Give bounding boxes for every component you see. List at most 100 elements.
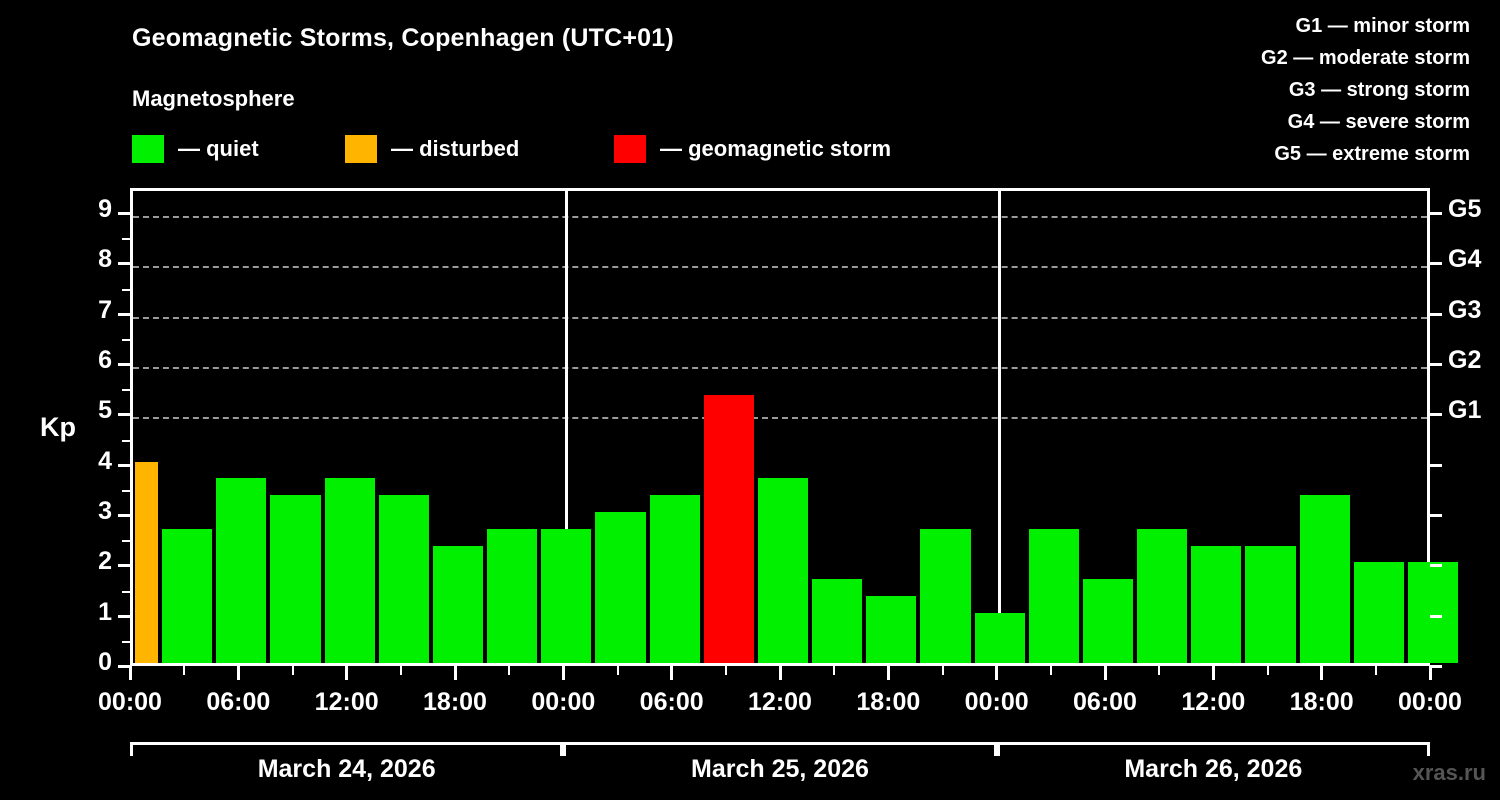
y-minor-tick bbox=[122, 439, 130, 442]
x-tick bbox=[236, 666, 240, 680]
x-minor-tick bbox=[724, 666, 727, 675]
bar[interactable] bbox=[1407, 562, 1459, 663]
bars-layer bbox=[133, 191, 1459, 663]
x-tick bbox=[345, 666, 349, 680]
x-minor-tick bbox=[508, 666, 511, 675]
y-axis-title: Kp bbox=[40, 412, 76, 442]
x-minor-tick bbox=[1049, 666, 1052, 675]
y-tick-label: 5 bbox=[98, 396, 112, 425]
bar[interactable] bbox=[757, 478, 809, 663]
y-minor-tick bbox=[122, 238, 130, 241]
day-separator bbox=[564, 191, 568, 663]
x-tick bbox=[1320, 666, 1324, 680]
bar[interactable] bbox=[378, 495, 429, 663]
bar[interactable] bbox=[595, 512, 646, 663]
x-tick bbox=[1211, 666, 1215, 680]
x-minor-tick bbox=[616, 666, 619, 675]
legend-swatch-storm bbox=[614, 135, 646, 163]
y-tick bbox=[118, 564, 130, 568]
g-tick-label: G1 bbox=[1448, 396, 1482, 425]
bar[interactable] bbox=[432, 545, 484, 663]
g-minor-tick bbox=[1430, 463, 1442, 467]
y-tick bbox=[118, 665, 130, 668]
x-tick-label: 06:00 bbox=[1073, 688, 1137, 716]
bar[interactable] bbox=[1028, 528, 1079, 663]
bar[interactable] bbox=[974, 612, 1025, 663]
x-minor-tick bbox=[833, 666, 836, 675]
bar[interactable] bbox=[1137, 528, 1188, 663]
x-tick-label: 18:00 bbox=[1289, 688, 1354, 716]
bar[interactable] bbox=[1353, 562, 1404, 663]
x-tick-label: 12:00 bbox=[748, 688, 812, 716]
legend-item-quiet: — quiet bbox=[132, 135, 259, 163]
g-minor-tick bbox=[1430, 564, 1442, 568]
bar[interactable] bbox=[216, 478, 267, 663]
g-scale-g4: G4 — severe storm bbox=[1287, 111, 1470, 133]
bar[interactable] bbox=[920, 528, 971, 663]
x-minor-tick bbox=[291, 666, 294, 675]
y-tick bbox=[118, 463, 130, 467]
gridline bbox=[133, 417, 1427, 420]
x-tick-label: 00:00 bbox=[1398, 688, 1462, 716]
y-tick-label: 7 bbox=[98, 295, 112, 324]
g-tick bbox=[1430, 363, 1442, 367]
x-minor-tick bbox=[1266, 666, 1269, 675]
y-tick-label: 2 bbox=[98, 547, 112, 576]
gridline bbox=[133, 367, 1427, 370]
g-scale-g2: G2 — moderate storm bbox=[1261, 47, 1470, 69]
y-minor-tick bbox=[122, 640, 130, 643]
g-tick bbox=[1430, 212, 1442, 216]
chart-subtitle: Magnetosphere bbox=[132, 86, 295, 111]
bar[interactable] bbox=[135, 461, 159, 663]
x-tick bbox=[1428, 666, 1432, 680]
g-scale-g1: G1 — minor storm bbox=[1295, 15, 1470, 37]
y-tick bbox=[118, 212, 130, 216]
g-tick-label: G2 bbox=[1448, 346, 1482, 375]
legend-swatch-disturbed bbox=[345, 135, 377, 163]
g-minor-tick bbox=[1430, 665, 1442, 668]
g-tick-label: G3 bbox=[1448, 295, 1482, 324]
y-minor-tick bbox=[122, 338, 130, 341]
day-bracket bbox=[563, 742, 997, 756]
g-tick bbox=[1430, 312, 1442, 316]
x-tick-label: 00:00 bbox=[964, 688, 1029, 716]
bar[interactable] bbox=[1245, 545, 1296, 663]
g-minor-tick bbox=[1430, 614, 1442, 618]
y-tick-label: 4 bbox=[98, 446, 112, 475]
bar[interactable] bbox=[649, 495, 700, 663]
x-tick-label: 06:00 bbox=[639, 688, 704, 716]
x-minor-tick bbox=[941, 666, 944, 675]
bar[interactable] bbox=[703, 394, 754, 663]
watermark: xras.ru bbox=[1412, 760, 1486, 785]
bar[interactable] bbox=[324, 478, 375, 663]
y-tick-label: 3 bbox=[98, 497, 112, 526]
x-minor-tick bbox=[399, 666, 402, 675]
x-tick bbox=[561, 666, 565, 680]
y-tick-label: 0 bbox=[98, 648, 112, 676]
y-minor-tick bbox=[122, 540, 130, 543]
bar[interactable] bbox=[1082, 578, 1134, 663]
y-tick-label: 9 bbox=[98, 195, 112, 224]
g-tick-label: G5 bbox=[1448, 195, 1482, 224]
x-tick-label: 00:00 bbox=[98, 688, 162, 716]
bar[interactable] bbox=[812, 578, 863, 663]
bar[interactable] bbox=[1191, 545, 1242, 663]
bar[interactable] bbox=[1299, 495, 1350, 663]
y-tick-label: 1 bbox=[98, 597, 112, 626]
bar[interactable] bbox=[541, 528, 592, 663]
bar[interactable] bbox=[270, 495, 321, 663]
y-tick bbox=[118, 363, 130, 367]
bar[interactable] bbox=[866, 596, 917, 663]
g-scale-g5: G5 — extreme storm bbox=[1274, 143, 1470, 165]
g-scale-g3: G3 — strong storm bbox=[1288, 79, 1470, 101]
grid-layer bbox=[133, 191, 1427, 663]
legend-swatch-quiet bbox=[132, 135, 164, 163]
bar[interactable] bbox=[162, 528, 213, 663]
y-tick-label: 8 bbox=[98, 245, 112, 274]
y-tick bbox=[118, 413, 130, 417]
x-tick bbox=[995, 666, 999, 680]
x-tick-label: 12:00 bbox=[1181, 688, 1246, 716]
x-tick bbox=[886, 666, 890, 680]
bar[interactable] bbox=[487, 528, 538, 663]
day-separator bbox=[998, 191, 1002, 663]
